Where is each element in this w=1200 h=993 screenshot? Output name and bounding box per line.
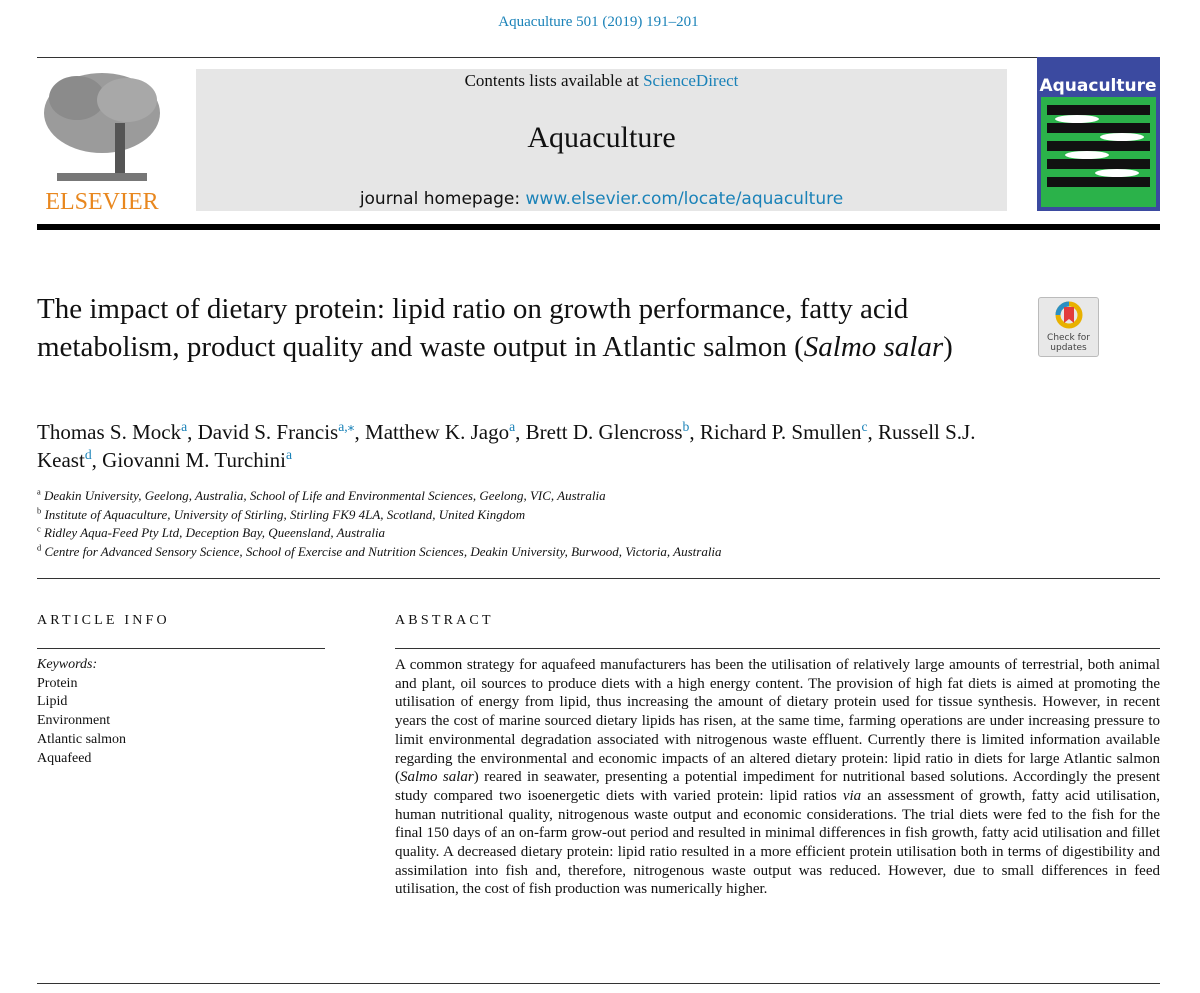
affiliation: c Ridley Aqua-Feed Pty Ltd, Deception Ba… <box>37 524 1137 543</box>
affiliation-label: b <box>37 505 42 516</box>
citation: Aquaculture 501 (2019) 191–201 <box>498 14 699 30</box>
abstract-segment: via <box>842 787 862 804</box>
author-name: Giovanni M. Turchini <box>102 448 286 472</box>
journal-banner: Contents lists available at ScienceDirec… <box>196 69 1007 211</box>
author-separator: , <box>354 420 360 444</box>
homepage-line: journal homepage: www.elsevier.com/locat… <box>196 189 1007 209</box>
abstract-segment: A common strategy for aquafeed manufactu… <box>395 657 1160 786</box>
title-segment: The impact of dietary protein: lipid rat… <box>37 293 909 363</box>
keyword: Protein <box>37 675 78 691</box>
rule <box>37 983 1160 984</box>
check-updates-line: updates <box>1050 343 1087 353</box>
affiliation: b Institute of Aquaculture, University o… <box>37 506 1137 525</box>
rule <box>37 578 1160 579</box>
check-updates-icon <box>1055 301 1083 329</box>
abstract-heading: ABSTRACT <box>395 613 494 628</box>
rule <box>37 648 325 649</box>
rule <box>37 57 1160 58</box>
cover-title: Aquaculture <box>1039 76 1156 96</box>
affiliation-label: c <box>37 524 41 535</box>
journal-name: Aquaculture <box>527 121 676 154</box>
abstract-segment: an assessment of growth, fatty acid util… <box>395 787 1161 898</box>
title-segment: Salmo salar <box>803 331 944 363</box>
author-separator: , <box>689 420 695 444</box>
author-affiliation: c <box>861 419 868 434</box>
affiliation: a Deakin University, Geelong, Australia,… <box>37 487 1137 506</box>
author-separator: , <box>515 420 521 444</box>
keyword: Environment <box>37 713 111 729</box>
author-name: Thomas S. Mock <box>37 420 182 444</box>
author-affiliation: a <box>181 419 188 434</box>
author-affiliation: a <box>509 419 516 434</box>
publisher-name: ELSEVIER <box>45 189 158 213</box>
keyword: Lipid <box>37 694 68 710</box>
affiliation-text: Deakin University, Geelong, Australia, S… <box>44 488 606 503</box>
abstract-segment: ) reared in seawater, presenting a poten… <box>395 769 1160 804</box>
affiliations: a Deakin University, Geelong, Australia,… <box>37 487 1137 562</box>
author-separator: , <box>91 448 97 472</box>
author-name: Richard P. Smullen <box>699 420 862 444</box>
authors: Thomas S. Mocka, David S. Francisa,⁎, Ma… <box>37 418 1037 474</box>
homepage-link[interactable]: www.elsevier.com/locate/aquaculture <box>525 189 844 209</box>
author-name: Matthew K. Jago <box>365 420 510 444</box>
author-separator: , <box>187 420 193 444</box>
affiliation: d Centre for Advanced Sensory Science, S… <box>37 543 1137 562</box>
affiliation-label: d <box>37 542 42 553</box>
contents-prefix: Contents lists available at <box>464 71 639 90</box>
author-affiliation: d <box>84 447 92 462</box>
keywords-label: Keywords: <box>37 657 98 672</box>
affiliation-label: a <box>37 486 41 497</box>
affiliation-text: Institute of Aquaculture, University of … <box>44 506 526 522</box>
affiliation-text: Ridley Aqua-Feed Pty Ltd, Deception Bay,… <box>44 525 386 541</box>
keyword: Atlantic salmon <box>37 731 127 747</box>
homepage-prefix: journal homepage: <box>359 189 521 209</box>
affiliation-text: Centre for Advanced Sensory Science, Sch… <box>44 544 722 560</box>
check-updates-line: Check for <box>1047 333 1090 343</box>
contents-line: Contents lists available at ScienceDirec… <box>196 71 1007 91</box>
sciencedirect-link[interactable]: ScienceDirect <box>643 71 739 90</box>
article-title: The impact of dietary protein: lipid rat… <box>37 290 1017 366</box>
author-affiliation: b <box>682 419 690 434</box>
keyword: Aquafeed <box>37 750 92 766</box>
rule <box>395 648 1160 649</box>
author-separator: , <box>867 420 873 444</box>
journal-cover: Aquaculture <box>1037 57 1160 211</box>
abstract-body: A common strategy for aquafeed manufactu… <box>395 656 1160 899</box>
keywords: Keywords: Protein Lipid Environment Atlanti… <box>37 656 126 768</box>
thick-rule <box>37 224 1160 230</box>
article-info-heading: ARTICLE INFO <box>37 613 170 628</box>
abstract-segment: Salmo salar <box>400 769 474 786</box>
author-name: David S. Francis <box>197 420 339 444</box>
author-name: Russell S.J. Keast <box>37 420 976 472</box>
author-name: Brett D. Glencross <box>525 420 683 444</box>
author-affiliation: a,⁎ <box>338 419 355 434</box>
check-updates[interactable]: Check for updates <box>1038 297 1099 357</box>
author-affiliation: a <box>285 447 292 462</box>
title-segment: ) <box>943 331 953 363</box>
publisher-logo: ELSEVIER <box>44 73 160 213</box>
